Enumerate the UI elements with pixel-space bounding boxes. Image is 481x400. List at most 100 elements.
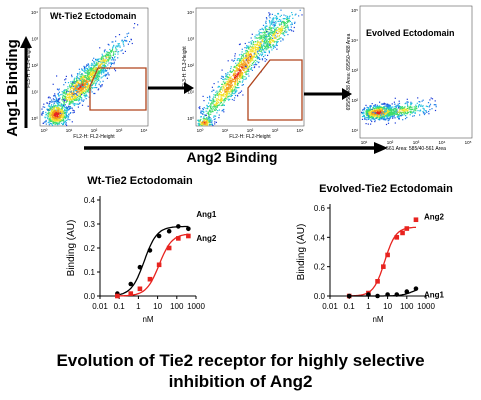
flow-x-tick: 10² bbox=[387, 140, 394, 145]
x-tick-label: 0.1 bbox=[344, 302, 356, 311]
series-ang2: Ang2 bbox=[115, 233, 217, 299]
data-point bbox=[186, 233, 191, 239]
data-point bbox=[385, 292, 390, 297]
scatter-cloud bbox=[47, 23, 139, 114]
ang2-binding-label: Ang2 Binding bbox=[187, 149, 278, 165]
chart-title: Evolved-Tie2 Ectodomain bbox=[319, 183, 453, 195]
flow-x-tick: 10² bbox=[91, 128, 98, 133]
series-ang1: Ang1 bbox=[346, 286, 445, 299]
fit-curve bbox=[349, 289, 417, 297]
flow-y-tick: 10² bbox=[351, 98, 358, 103]
series-ang2: Ang2 bbox=[346, 213, 445, 299]
ang1-axis-arrowhead bbox=[20, 36, 32, 48]
flow-y-tick: 10⁵ bbox=[351, 8, 358, 13]
flow-x-tick: 10¹ bbox=[66, 128, 73, 133]
x-tick-label: 0.01 bbox=[92, 302, 108, 311]
flow-x-label: FL2-H: FL2-Height bbox=[73, 134, 115, 140]
series-label: Ang2 bbox=[424, 213, 445, 222]
flow-panel-3: Evolved Ectodomain 10⁵ 10⁴ 10³ 10² 10¹ 10¹ 10² 1… bbox=[346, 5, 473, 152]
data-point bbox=[137, 286, 143, 292]
data-point bbox=[375, 279, 380, 284]
data-point bbox=[381, 264, 386, 269]
series-label: Ang1 bbox=[424, 290, 445, 299]
y-tick-label: 0.3 bbox=[84, 220, 96, 229]
y-tick-label: 0.4 bbox=[84, 196, 96, 205]
wt-binding-chart: Wt-Tie2 Ectodomain 0.0 0.1 0.2 0.3 0.4 0.01 0.1… bbox=[66, 175, 217, 324]
data-point bbox=[186, 226, 191, 232]
data-point bbox=[413, 217, 419, 223]
data-point bbox=[176, 224, 181, 229]
data-point bbox=[128, 281, 134, 287]
data-point bbox=[115, 293, 120, 299]
flow-x-tick: 10¹ bbox=[361, 140, 368, 145]
data-point bbox=[346, 293, 352, 299]
x-tick-label: 1 bbox=[136, 302, 141, 311]
flow-y-tick: 10³ bbox=[31, 37, 38, 42]
ang1-binding-label: Ang1 Binding bbox=[4, 39, 21, 137]
flow-y-tick: 10¹ bbox=[187, 90, 194, 95]
flow-y-tick: 10⁰ bbox=[31, 116, 38, 121]
y-tick-label: 0.1 bbox=[84, 268, 96, 277]
flow-y-tick: 10⁴ bbox=[31, 10, 38, 15]
y-tick-label: 0.0 bbox=[84, 292, 96, 301]
gate-polygon bbox=[89, 67, 147, 111]
evolved-binding-chart: Evolved-Tie2 Ectodomain 0.0 0.2 0.4 0.6 0.01 0… bbox=[296, 183, 453, 324]
data-point bbox=[366, 292, 371, 297]
y-tick-label: 0.4 bbox=[314, 233, 326, 242]
data-point bbox=[166, 245, 172, 251]
scatter-cloud bbox=[197, 113, 216, 127]
flow-y-tick: 10³ bbox=[351, 68, 358, 73]
flow-panel-title: Evolved Ectodomain bbox=[366, 28, 455, 38]
flow-y-tick: 10³ bbox=[187, 37, 194, 42]
scatter-cloud bbox=[361, 97, 437, 126]
flow-x-label: FL2-H: FL2-Height bbox=[229, 134, 271, 140]
data-point bbox=[176, 236, 181, 241]
series-label: Ang1 bbox=[196, 210, 217, 219]
chart-title: Wt-Tie2 Ectodomain bbox=[87, 175, 193, 187]
x-tick-label: 100 bbox=[400, 302, 414, 311]
flow-y-tick: 10⁴ bbox=[351, 38, 358, 43]
x-axis-label: nM bbox=[142, 315, 153, 324]
flow-x-tick: 10⁴ bbox=[439, 140, 446, 145]
data-point bbox=[413, 286, 419, 291]
y-tick-label: 0.0 bbox=[314, 292, 326, 301]
flow-x-tick: 10⁴ bbox=[141, 128, 148, 133]
x-tick-label: 10 bbox=[153, 302, 162, 311]
data-point bbox=[128, 291, 134, 296]
flow-y-tick: 10⁰ bbox=[187, 116, 194, 121]
ang2-axis-arrowhead bbox=[374, 142, 388, 154]
figure-caption: Evolution of Tie2 receptor for highly se… bbox=[0, 350, 481, 392]
flow-y-label: FL3-H: FL3-Height bbox=[182, 46, 188, 88]
y-axis-label: Binding (AU) bbox=[66, 220, 77, 277]
series-label: Ang2 bbox=[196, 234, 217, 243]
flow-x-tick: 10¹ bbox=[222, 128, 229, 133]
data-point bbox=[400, 230, 405, 236]
data-point bbox=[147, 248, 153, 253]
flow-y-tick: 10² bbox=[31, 63, 38, 68]
y-tick-label: 0.2 bbox=[84, 244, 96, 253]
arrow-2-head bbox=[342, 88, 352, 100]
data-point bbox=[394, 235, 400, 240]
series-ang1: Ang1 bbox=[115, 210, 217, 296]
scatter-cloud bbox=[244, 9, 303, 70]
arrow-1-head bbox=[184, 82, 194, 94]
x-tick-label: 1000 bbox=[417, 302, 435, 311]
x-tick-label: 1 bbox=[366, 302, 371, 311]
y-axis-label: Binding (AU) bbox=[296, 224, 307, 281]
gate-polygon bbox=[247, 59, 303, 121]
x-tick-label: 100 bbox=[170, 302, 184, 311]
flow-y-label: 695/50-488 Area: 695/50-488 Area bbox=[346, 33, 352, 110]
x-tick-label: 0.1 bbox=[114, 302, 126, 311]
scatter-cloud bbox=[198, 9, 286, 127]
flow-x-tick: 10⁰ bbox=[197, 128, 204, 133]
data-point bbox=[404, 226, 410, 231]
flow-x-tick: 10³ bbox=[272, 128, 279, 133]
flow-panel-title: Wt-Tie2 Ectodomain bbox=[50, 11, 136, 21]
scatter-cloud bbox=[41, 95, 75, 127]
fit-curve bbox=[117, 233, 189, 297]
fit-curve bbox=[349, 226, 417, 297]
x-axis-label: nM bbox=[372, 315, 383, 324]
data-point bbox=[156, 262, 162, 268]
flow-y-tick: 10¹ bbox=[351, 128, 358, 133]
